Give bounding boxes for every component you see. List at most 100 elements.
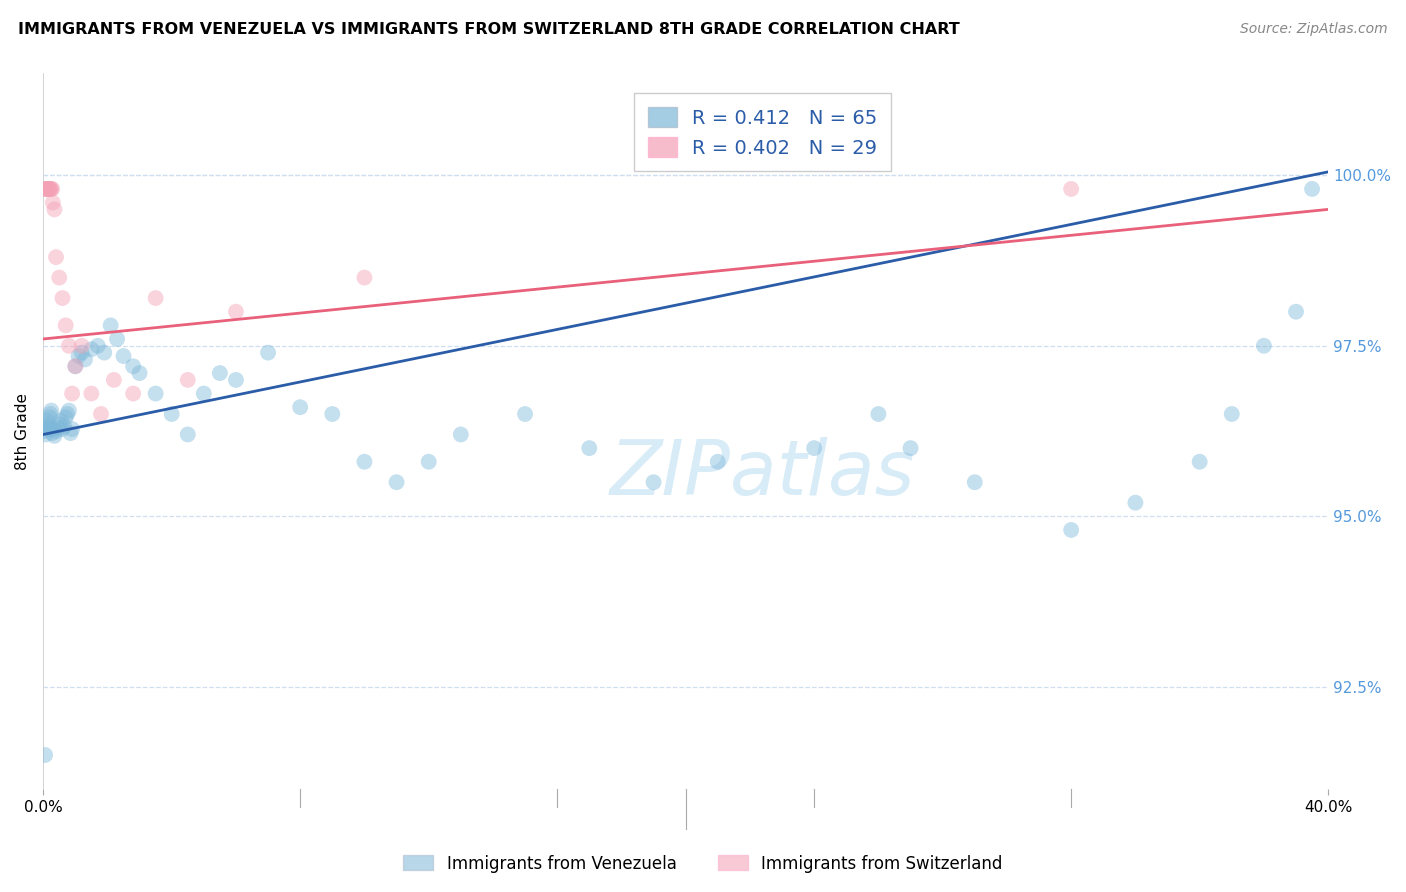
- Point: [80, 386, 103, 401]
- Point: [48, 270, 70, 285]
- Point: [1285, 304, 1308, 318]
- Point: [112, 349, 135, 363]
- Point: [1220, 407, 1243, 421]
- Text: ZIPatlas: ZIPatlas: [610, 437, 915, 511]
- Point: [55, 410, 77, 425]
- Point: [105, 332, 128, 346]
- Point: [38, 419, 60, 434]
- Point: [38, 182, 60, 196]
- Point: [42, 195, 65, 210]
- Point: [1188, 455, 1211, 469]
- Point: [49, 414, 72, 428]
- Point: [103, 373, 125, 387]
- Y-axis label: 8th Grade: 8th Grade: [15, 392, 30, 469]
- Point: [51, 291, 73, 305]
- Point: [225, 304, 247, 318]
- Point: [1253, 339, 1275, 353]
- Point: [65, 359, 87, 374]
- Point: [48, 417, 70, 432]
- Point: [58, 403, 80, 417]
- Point: [803, 441, 825, 455]
- Point: [37, 182, 59, 196]
- Point: [35, 427, 58, 442]
- Point: [34, 424, 56, 438]
- Point: [321, 407, 343, 421]
- Point: [353, 270, 375, 285]
- Point: [38, 410, 60, 425]
- Point: [73, 352, 96, 367]
- Point: [60, 386, 83, 401]
- Point: [963, 475, 986, 490]
- Point: [42, 422, 65, 436]
- Point: [35, 182, 58, 196]
- Point: [80, 342, 103, 356]
- Point: [122, 386, 145, 401]
- Point: [35, 182, 58, 196]
- Point: [1060, 182, 1083, 196]
- Legend: R = 0.412   N = 65, R = 0.402   N = 29: R = 0.412 N = 65, R = 0.402 N = 29: [634, 94, 891, 171]
- Point: [90, 407, 112, 421]
- Point: [100, 318, 122, 333]
- Text: IMMIGRANTS FROM VENEZUELA VS IMMIGRANTS FROM SWITZERLAND 8TH GRADE CORRELATION C: IMMIGRANTS FROM VENEZUELA VS IMMIGRANTS …: [18, 22, 960, 37]
- Point: [39, 182, 62, 196]
- Point: [513, 407, 536, 421]
- Point: [353, 455, 375, 469]
- Point: [59, 426, 82, 441]
- Point: [450, 427, 472, 442]
- Point: [51, 422, 73, 436]
- Point: [65, 359, 87, 374]
- Point: [44, 429, 66, 443]
- Point: [177, 427, 200, 442]
- Point: [208, 366, 231, 380]
- Point: [70, 345, 93, 359]
- Point: [55, 318, 77, 333]
- Point: [45, 424, 67, 438]
- Point: [39, 403, 62, 417]
- Point: [35, 182, 58, 196]
- Point: [34, 420, 56, 434]
- Point: [1060, 523, 1083, 537]
- Point: [53, 419, 76, 434]
- Point: [160, 407, 183, 421]
- Point: [41, 182, 63, 196]
- Point: [225, 373, 247, 387]
- Point: [122, 359, 145, 374]
- Legend: Immigrants from Venezuela, Immigrants from Switzerland: Immigrants from Venezuela, Immigrants fr…: [396, 848, 1010, 880]
- Point: [177, 373, 200, 387]
- Point: [37, 422, 59, 436]
- Point: [900, 441, 922, 455]
- Point: [60, 422, 83, 436]
- Point: [44, 202, 66, 217]
- Point: [145, 386, 167, 401]
- Point: [39, 182, 62, 196]
- Point: [145, 291, 167, 305]
- Point: [35, 414, 58, 428]
- Point: [35, 417, 58, 432]
- Point: [46, 420, 69, 434]
- Point: [56, 407, 79, 421]
- Point: [67, 349, 90, 363]
- Point: [87, 339, 110, 353]
- Point: [193, 386, 215, 401]
- Point: [41, 426, 63, 441]
- Point: [1301, 182, 1323, 196]
- Point: [643, 475, 665, 490]
- Text: Source: ZipAtlas.com: Source: ZipAtlas.com: [1240, 22, 1388, 37]
- Point: [707, 455, 730, 469]
- Point: [38, 182, 60, 196]
- Point: [39, 407, 62, 421]
- Point: [257, 345, 280, 359]
- Point: [868, 407, 890, 421]
- Point: [418, 455, 440, 469]
- Point: [45, 250, 67, 264]
- Point: [70, 339, 93, 353]
- Point: [58, 339, 80, 353]
- Point: [128, 366, 150, 380]
- Point: [34, 182, 56, 196]
- Point: [93, 345, 115, 359]
- Point: [290, 400, 312, 414]
- Point: [1125, 496, 1147, 510]
- Point: [34, 747, 56, 762]
- Point: [385, 475, 408, 490]
- Point: [578, 441, 600, 455]
